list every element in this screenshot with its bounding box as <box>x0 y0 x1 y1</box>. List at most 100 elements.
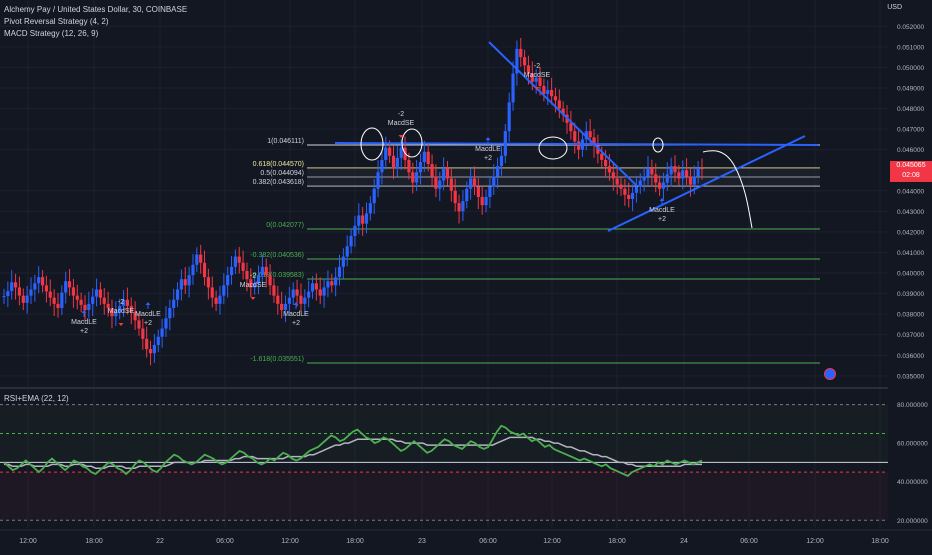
candle-body <box>91 296 95 304</box>
time-tick-label: 18:00 <box>346 538 364 545</box>
candle-body <box>546 90 550 95</box>
candle-body <box>129 305 133 313</box>
candle-body <box>310 283 315 292</box>
candle-body <box>550 90 554 97</box>
price-tick-label: 0.037000 <box>897 332 924 339</box>
candle-body <box>657 182 662 189</box>
time-tick-label: 12:00 <box>19 538 37 545</box>
rsi-indicator-label[interactable]: RSI+EMA (22, 12) <box>4 394 69 403</box>
chart-legend: Alchemy Pay / United States Dollar, 30, … <box>4 4 187 40</box>
symbol-title[interactable]: Alchemy Pay / United States Dollar, 30, … <box>4 5 188 14</box>
signal-arrow-down <box>250 297 256 300</box>
candle-body <box>52 297 56 304</box>
candle-body <box>646 168 650 177</box>
candle-body <box>229 266 234 276</box>
candle-body <box>407 159 411 173</box>
candle-body <box>260 266 264 276</box>
price-tick-label: 0.040000 <box>897 271 924 278</box>
candle-body <box>426 151 430 165</box>
candle-body <box>152 344 156 354</box>
candle-body <box>94 289 99 297</box>
candle-body <box>172 299 176 308</box>
candle-body <box>60 292 64 308</box>
last-price-value: 0.045065 <box>896 162 926 169</box>
candle-body <box>661 182 666 189</box>
candle-body <box>642 176 646 181</box>
candle-body <box>399 147 403 158</box>
candle-body <box>534 77 538 82</box>
projection-path <box>702 150 753 229</box>
candle-body <box>272 285 276 296</box>
candle-body <box>98 289 103 298</box>
price-tick-label: 0.039000 <box>897 291 924 298</box>
candle-body <box>681 170 685 179</box>
candle-body <box>461 201 465 212</box>
signal-label: +2 <box>292 320 300 327</box>
candle-body <box>472 178 477 187</box>
macd-strategy-label[interactable]: MACD Strategy (12, 26, 9) <box>4 29 99 38</box>
candle-body <box>164 318 168 329</box>
candle-body <box>222 285 226 296</box>
alert-icon[interactable] <box>824 368 836 380</box>
candle-body <box>241 262 245 271</box>
candle-body <box>469 178 473 189</box>
candle-body <box>253 283 257 288</box>
descending-trendline <box>488 41 638 187</box>
candle-body <box>615 178 619 185</box>
candle-body <box>276 295 280 304</box>
time-tick-label: 06:00 <box>479 538 497 545</box>
signal-arrow-down <box>398 135 404 138</box>
price-axis[interactable]: 0.052000 0.051000 0.050000 0.049000 0.048000… <box>888 0 932 528</box>
candle-body <box>125 299 130 306</box>
candle-body <box>191 264 195 276</box>
candle-body <box>526 65 531 74</box>
candle-body <box>303 297 307 304</box>
candle-body <box>21 295 25 303</box>
price-tick-label: 0.036000 <box>897 353 924 360</box>
candle-body <box>268 275 272 286</box>
candle-body <box>476 186 480 197</box>
currency-label: USD <box>887 4 902 11</box>
candle-body <box>677 172 681 179</box>
candle-body <box>341 256 345 267</box>
fib-level-label: 0.382(0.043618) <box>253 179 304 186</box>
fibonacci-retracement[interactable]: 1(0.046111) 0.618(0.044570) 0.5(0.044094) 0… <box>250 138 820 364</box>
signal-label: -2 <box>534 63 540 70</box>
fib-level-label: 0.5(0.044094) <box>260 170 304 177</box>
candle-body <box>688 176 693 185</box>
candle-body <box>326 281 330 288</box>
price-tick-label: 0.050000 <box>897 65 924 72</box>
candle-body <box>492 176 496 187</box>
candle-body <box>376 172 380 189</box>
candle-body <box>322 287 326 296</box>
price-tick-label: 0.044000 <box>897 188 924 195</box>
time-tick-label: 24 <box>680 538 688 545</box>
time-axis[interactable]: 12:00 18:00 22 06:00 12:00 18:00 23 06:00 12:00 1… <box>0 529 932 550</box>
candle-body <box>391 155 396 169</box>
signal-arrow-up <box>145 302 151 305</box>
candle-body <box>673 166 677 173</box>
candle-body <box>623 188 627 195</box>
price-tick-label: 0.038000 <box>897 312 924 319</box>
candle-body <box>576 141 581 150</box>
pivot-strategy-label[interactable]: Pivot Reversal Strategy (4, 2) <box>4 17 109 26</box>
trendline-drawings[interactable] <box>334 41 819 232</box>
candlestick-series <box>2 38 704 366</box>
candle-body <box>453 190 457 204</box>
candle-body <box>349 236 353 247</box>
candle-body <box>83 304 87 311</box>
candle-body <box>334 277 338 286</box>
signal-arrow-up <box>293 302 299 305</box>
candle-body <box>245 270 249 280</box>
candle-body <box>480 196 484 206</box>
time-tick-label: 06:00 <box>740 538 758 545</box>
annotation-circle <box>538 136 568 160</box>
signal-arrow-up <box>659 198 665 201</box>
candle-body <box>10 282 14 292</box>
candle-body <box>206 277 210 288</box>
candle-body <box>603 159 608 167</box>
candle-body <box>179 279 183 290</box>
